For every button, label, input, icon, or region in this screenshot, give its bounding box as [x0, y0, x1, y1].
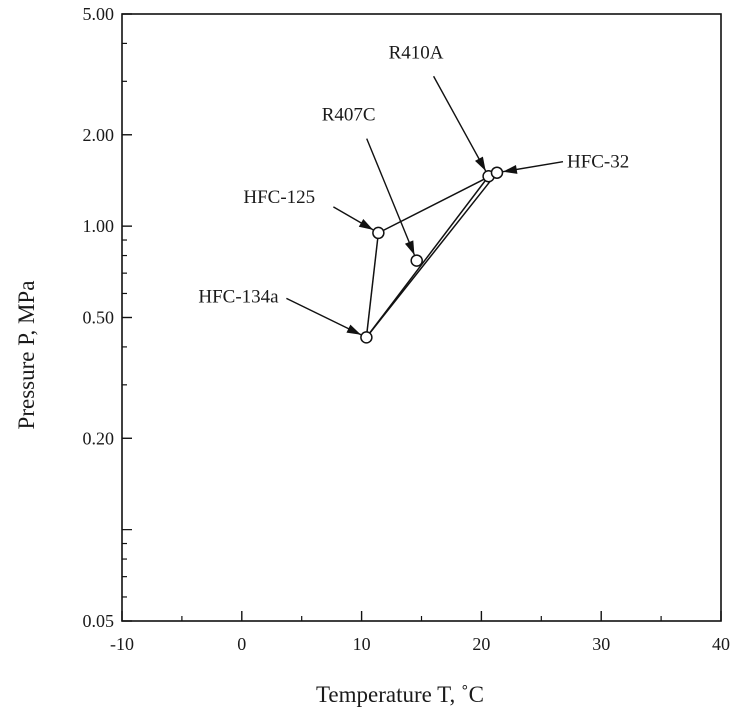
connector-hfc-134a-r410a	[365, 175, 490, 338]
arrow-r407c	[366, 138, 416, 256]
point-hfc-32	[490, 166, 504, 179]
y-axis-title: Pressure P, MPa	[14, 281, 39, 430]
arrowhead-hfc-125	[358, 218, 374, 230]
x-axis: -10 0 10 20 30 40	[110, 611, 730, 654]
x-tick-label: 40	[712, 634, 730, 654]
label-hfc-32: HFC-32	[567, 152, 629, 173]
x-axis-title: Temperature T, ˚C	[316, 682, 484, 707]
arrowhead-hfc-32	[502, 164, 518, 174]
connector-hfc-134a-hfc-125	[365, 232, 380, 338]
label-hfc-134a: HFC-134a	[198, 286, 279, 307]
y-tick-label: 0.05	[83, 611, 115, 631]
x-tick-label: 30	[592, 634, 610, 654]
data-points	[360, 166, 504, 344]
arrowhead-hfc-134a	[346, 324, 361, 335]
label-r407c: R407C	[322, 105, 376, 126]
connecting-lines	[365, 172, 498, 338]
x-tick-label: 20	[472, 634, 490, 654]
x-tick-label: -10	[110, 634, 134, 654]
x-tick-label: 10	[353, 634, 371, 654]
label-hfc-125: HFC-125	[243, 187, 315, 208]
point-hfc-125	[372, 226, 385, 240]
arrow-r410a	[432, 75, 487, 172]
arrowhead-r407c	[404, 240, 415, 256]
y-tick-label: 2.00	[83, 125, 115, 145]
point-r407c	[410, 254, 423, 267]
connector-hfc-134a-hfc-32	[365, 172, 498, 338]
y-tick-label: 0.50	[83, 308, 115, 328]
connector-hfc-125-hfc-32	[378, 172, 498, 234]
arrowhead-r410a	[475, 156, 486, 171]
x-tick-label: 0	[237, 634, 246, 654]
y-axis: 0.05 0.20 0.50 1.00 2.00 5.00	[83, 4, 132, 631]
y-tick-label: 5.00	[83, 4, 115, 24]
label-r410a: R410A	[389, 42, 444, 63]
y-tick-label: 0.20	[83, 428, 115, 448]
y-tick-label: 1.00	[83, 216, 115, 236]
point-hfc-134a	[360, 331, 373, 344]
annotation-labels: R410A R407C HFC-125 HFC-32 HFC-134a	[198, 42, 629, 307]
plot-frame	[121, 13, 722, 622]
annotation-arrows	[286, 75, 564, 336]
